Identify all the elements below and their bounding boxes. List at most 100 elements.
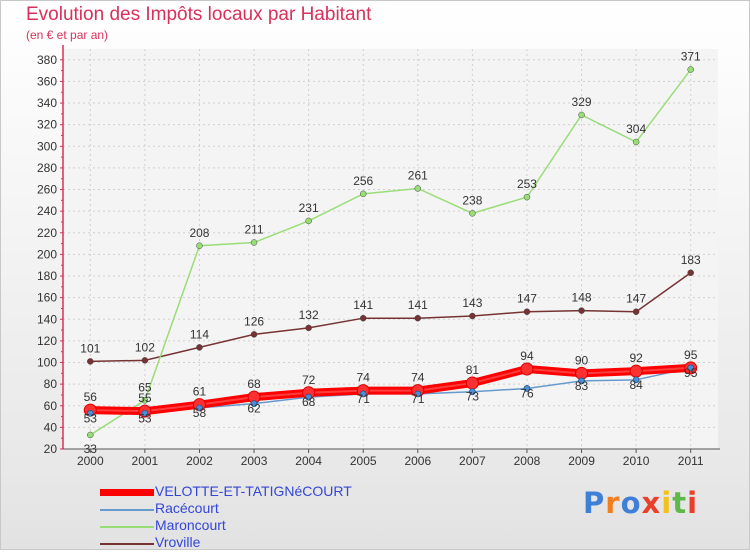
y-tick-label: 240 [37, 204, 57, 218]
data-label-velotte-et-tatign-court: 68 [247, 377, 261, 391]
data-point-velotte-et-tatign-court [465, 376, 479, 390]
data-label-maroncourt: 304 [626, 122, 646, 136]
y-tick-label: 160 [37, 291, 57, 305]
x-tick-label: 2011 [678, 454, 704, 468]
data-label-maroncourt: 231 [299, 201, 319, 215]
data-point-vroville [414, 314, 422, 322]
y-tick-label: 300 [37, 139, 57, 153]
chart-title: Evolution des Impôts locaux par Habitant [26, 4, 372, 25]
data-label-vroville: 147 [517, 292, 537, 306]
x-tick-label: 2000 [77, 454, 104, 468]
data-point-maroncourt [87, 431, 94, 439]
data-point-vroville [305, 324, 312, 332]
y-tick-label: 20 [44, 442, 58, 456]
data-label-velotte-et-tatign-court: 72 [302, 373, 316, 387]
data-label-maroncourt: 238 [462, 193, 482, 207]
series-line-vroville [90, 272, 692, 363]
data-label-maroncourt: 329 [572, 95, 592, 109]
x-tick-label: 2008 [514, 454, 541, 468]
data-point-vroville [687, 269, 694, 277]
data-label-velotte-et-tatign-court: 56 [84, 390, 98, 404]
x-tick-label: 2006 [404, 454, 431, 468]
x-tick-label: 2004 [295, 454, 322, 468]
legend-swatch [100, 526, 154, 528]
data-label-rac-court: 71 [411, 392, 425, 406]
data-label-velotte-et-tatign-court: 90 [575, 353, 589, 367]
data-label-rac-court: 76 [520, 386, 534, 400]
data-point-racecourt-top [578, 377, 585, 385]
legend-label: Racécourt [155, 500, 219, 516]
y-tick-label: 120 [37, 334, 57, 348]
y-tick-label: 340 [37, 96, 57, 110]
legend-swatch [100, 489, 154, 496]
y-tick-label: 140 [37, 312, 57, 326]
y-tick-label: 80 [44, 377, 58, 391]
data-point-racecourt-top [250, 400, 258, 407]
data-point-velotte-et-tatign-court [629, 364, 643, 378]
data-label-vroville: 148 [572, 291, 592, 305]
data-point-maroncourt [632, 138, 640, 146]
data-label-velotte-et-tatign-court: 74 [357, 371, 371, 385]
data-point-maroncourt [414, 185, 422, 192]
data-point-maroncourt [469, 210, 476, 217]
data-label-maroncourt: 261 [408, 168, 428, 182]
data-point-vroville [523, 308, 531, 315]
data-label-rac-court: 83 [575, 379, 589, 393]
data-point-maroncourt [196, 242, 203, 250]
y-tick-label: 320 [37, 118, 57, 132]
data-label-vroville: 101 [80, 341, 100, 355]
data-point-vroville [141, 357, 149, 364]
data-point-racecourt-top [305, 393, 312, 401]
y-tick-label: 100 [37, 356, 57, 370]
logo-letter: P [583, 486, 606, 520]
y-tick-label: 280 [37, 161, 57, 175]
legend-label: Vroville [155, 534, 201, 550]
y-tick-label: 200 [37, 247, 57, 261]
data-label-rac-court: 71 [357, 392, 371, 406]
data-point-racecourt-top [86, 409, 94, 417]
data-point-maroncourt [578, 111, 585, 119]
data-label-rac-court: 95 [684, 366, 698, 380]
data-label-rac-court: 53 [84, 411, 98, 425]
data-point-vroville [469, 312, 476, 320]
data-point-racecourt-top [687, 364, 695, 372]
data-point-maroncourt [250, 239, 258, 246]
legend-label: VELOTTE-ET-TATIGNéCOURT [155, 483, 352, 499]
data-point-vroville [87, 358, 94, 365]
data-point-maroncourt [359, 190, 367, 198]
logo-letter: r [605, 486, 621, 520]
logo-letter: x [641, 486, 662, 520]
data-label-vroville: 126 [244, 314, 264, 328]
y-tick-label: 40 [44, 420, 58, 434]
data-label-maroncourt: 256 [353, 174, 373, 188]
data-point-vroville [578, 307, 585, 314]
proxiti-logo: Proxiti [583, 486, 698, 520]
y-tick-label: 260 [37, 183, 57, 197]
data-point-racecourt-top [632, 376, 640, 384]
x-tick-label: 2001 [132, 454, 159, 468]
data-point-vroville [196, 344, 203, 351]
data-label-rac-court: 58 [193, 406, 207, 420]
data-label-vroville: 143 [462, 296, 482, 310]
x-tick-label: 2005 [350, 454, 377, 468]
data-label-vroville: 102 [135, 340, 155, 354]
data-point-maroncourt [687, 66, 694, 73]
data-label-velotte-et-tatign-court: 74 [411, 371, 425, 385]
data-label-maroncourt: 33 [84, 442, 98, 456]
data-point-maroncourt [523, 193, 531, 201]
y-tick-label: 60 [44, 399, 58, 413]
data-point-racecourt-top [359, 390, 367, 398]
series-line-highlight-velotte-et-tatign-court [90, 366, 691, 413]
data-label-velotte-et-tatign-court: 61 [193, 385, 207, 399]
data-label-maroncourt: 211 [244, 223, 263, 237]
data-label-vroville: 141 [408, 298, 428, 312]
data-label-maroncourt: 253 [517, 177, 537, 191]
data-label-maroncourt: 65 [138, 380, 152, 394]
plot-area [63, 49, 718, 449]
data-label-velotte-et-tatign-court: 92 [629, 351, 643, 365]
data-point-vroville [632, 308, 640, 315]
data-label-rac-court: 53 [138, 411, 152, 425]
x-tick-label: 2003 [241, 454, 268, 468]
data-point-racecourt-top [141, 409, 149, 417]
